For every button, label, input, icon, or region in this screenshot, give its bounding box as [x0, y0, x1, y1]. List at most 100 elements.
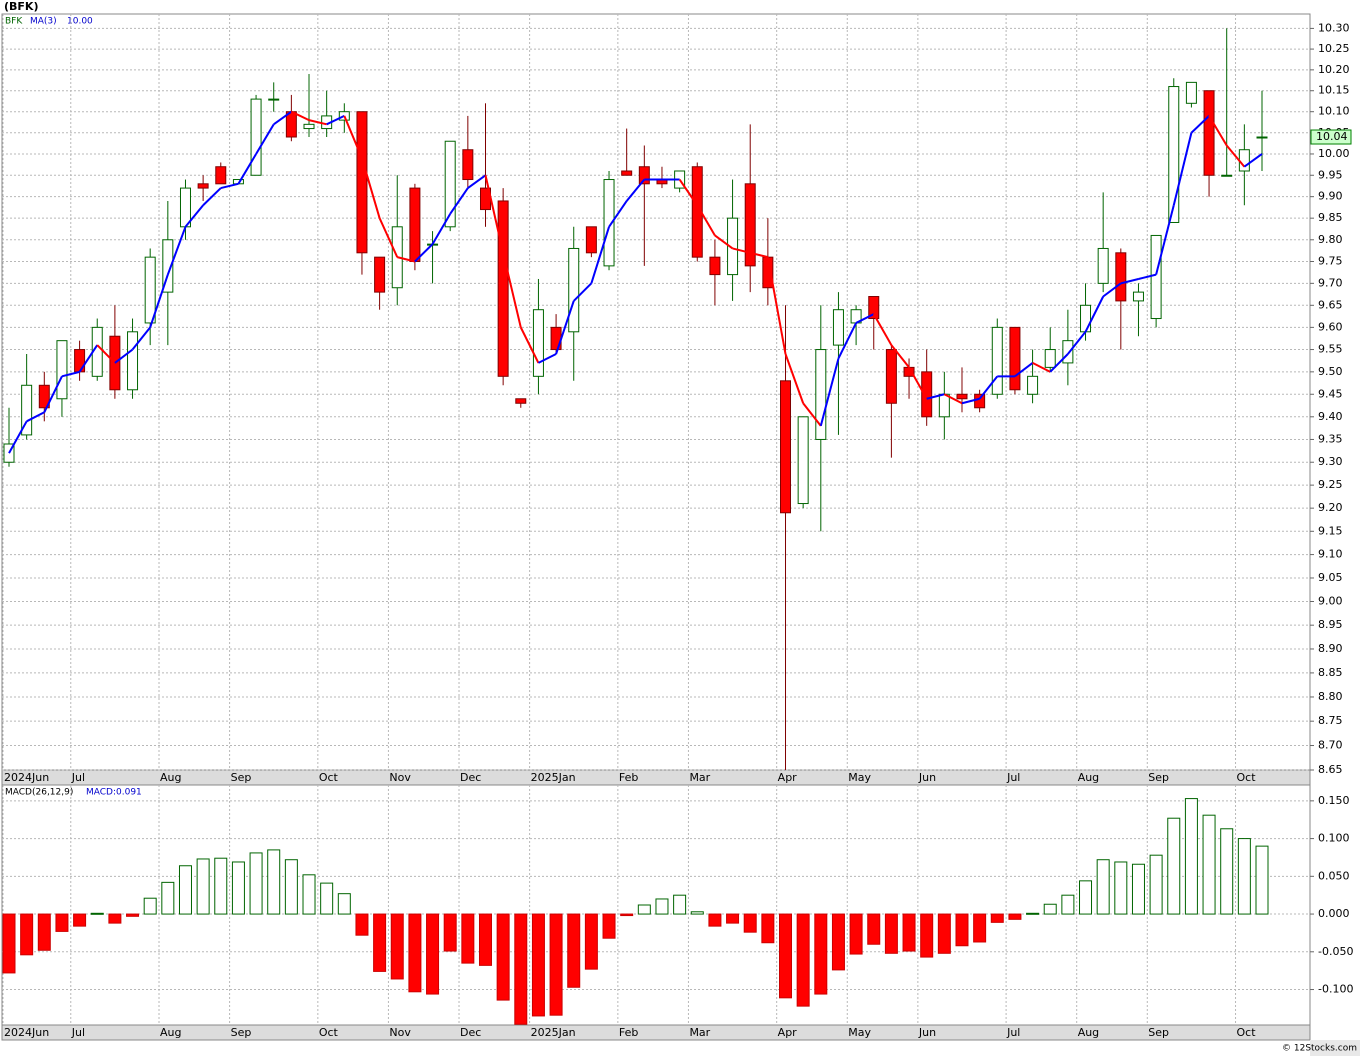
- ma-segment: [308, 119, 327, 126]
- ma-segment: [678, 178, 699, 206]
- y-tick-label: 9.80: [1318, 233, 1343, 246]
- candle-body: [144, 256, 156, 324]
- x-tick-label: Aug: [1078, 771, 1099, 784]
- macd-value: MACD:0.091: [86, 788, 142, 798]
- x-tick-label: Mar: [689, 771, 710, 784]
- ma-segment: [1014, 362, 1034, 378]
- date-band: [1, 769, 1311, 786]
- macd-bar: [478, 913, 492, 966]
- ma-segment: [43, 375, 63, 413]
- macd-bar: [637, 904, 651, 915]
- candle-body: [921, 371, 933, 418]
- ma-segment: [1190, 115, 1210, 134]
- x-tick-label: Dec: [460, 1026, 481, 1039]
- candle-body: [162, 239, 174, 293]
- x-tick-label: Dec: [460, 771, 481, 784]
- y-tick-label: 8.75: [1318, 714, 1343, 727]
- macd-bar: [726, 913, 740, 924]
- legend-ma-value: 10.00: [67, 17, 93, 27]
- macd-bar: [849, 913, 863, 955]
- candle-body: [1062, 340, 1074, 364]
- y-tick-label: 0.150: [1318, 794, 1350, 807]
- macd-bar: [690, 911, 704, 915]
- macd-bar: [955, 913, 969, 947]
- macd-bar: [1061, 894, 1075, 915]
- macd-bar: [55, 913, 69, 932]
- ma-segment: [1032, 362, 1051, 373]
- y-tick-label: 9.60: [1318, 320, 1343, 333]
- y-tick-label: 8.80: [1318, 690, 1343, 703]
- macd-bar: [37, 913, 51, 951]
- candle-body: [797, 416, 809, 505]
- x-tick-label: Jun: [918, 771, 936, 784]
- ma-segment: [61, 370, 80, 378]
- macd-bar: [1202, 814, 1216, 915]
- x-tick-label: Aug: [1078, 1026, 1099, 1039]
- ma-segment: [625, 178, 646, 202]
- ma-segment: [714, 234, 734, 250]
- candle-body: [1168, 86, 1180, 223]
- macd-bar: [531, 913, 545, 1017]
- candle-body: [356, 111, 368, 254]
- candle-body: [1221, 174, 1233, 177]
- x-tick-label: Mar: [689, 1026, 710, 1039]
- ma-segment: [926, 393, 945, 400]
- legend-ma: MA(3): [30, 17, 57, 27]
- y-tick-label: 10.15: [1318, 84, 1350, 97]
- ma-segment: [202, 187, 222, 206]
- ma-segment: [502, 252, 522, 328]
- ma-segment: [732, 247, 751, 254]
- ma-segment: [1243, 153, 1263, 168]
- ma-segment: [1120, 278, 1139, 285]
- ma-segment: [590, 226, 610, 284]
- candle-body: [268, 98, 280, 101]
- candle-body: [744, 183, 756, 267]
- macd-bar: [231, 861, 245, 915]
- candle-body: [38, 384, 50, 409]
- macd-bar: [108, 913, 122, 924]
- candle-body: [1185, 81, 1197, 104]
- macd-bar: [831, 913, 845, 971]
- x-tick-label: Oct: [319, 1026, 339, 1039]
- macd-bar: [1220, 828, 1234, 915]
- macd-bar: [1008, 913, 1022, 920]
- ma-segment: [1084, 296, 1105, 333]
- x-tick-label: Oct: [1237, 771, 1257, 784]
- x-tick-label: Jul: [71, 771, 85, 784]
- x-tick-label: Nov: [389, 771, 411, 784]
- y-tick-label: 9.70: [1318, 276, 1343, 289]
- macd-bar: [779, 913, 793, 999]
- macd-bar: [761, 913, 775, 944]
- y-tick-label: 10.10: [1318, 105, 1350, 118]
- y-tick-label: 9.30: [1318, 455, 1343, 468]
- candle-body: [991, 326, 1003, 395]
- y-tick-label: 10.30: [1318, 21, 1350, 34]
- ma-segment: [837, 322, 857, 359]
- macd-bar: [920, 913, 934, 958]
- y-tick-label: 10.25: [1318, 42, 1350, 55]
- ma-segment: [343, 115, 363, 159]
- macd-bar: [20, 913, 34, 956]
- candle-body: [215, 166, 227, 185]
- x-tick-label: Apr: [778, 771, 798, 784]
- candle-body: [1080, 304, 1092, 333]
- x-tick-label: Feb: [619, 1026, 638, 1039]
- candle-body: [374, 256, 386, 293]
- macd-bar: [973, 913, 987, 943]
- candle-body: [815, 349, 827, 440]
- ma-segment: [1102, 282, 1122, 298]
- candle-body: [638, 166, 650, 185]
- candle-body: [409, 187, 421, 263]
- last-price-box: [1310, 129, 1352, 145]
- ma-segment: [290, 110, 310, 122]
- ma-segment: [220, 182, 239, 190]
- candle-body: [956, 393, 968, 400]
- x-tick-label: Oct: [1237, 1026, 1257, 1039]
- y-tick-label: 9.20: [1318, 501, 1343, 514]
- macd-bar: [1043, 903, 1057, 915]
- candle-body: [109, 335, 121, 391]
- ma-segment: [961, 397, 980, 405]
- ma-segment: [1208, 115, 1228, 146]
- candle-body: [1044, 349, 1056, 368]
- x-tick-label: 2024Jun: [4, 771, 49, 784]
